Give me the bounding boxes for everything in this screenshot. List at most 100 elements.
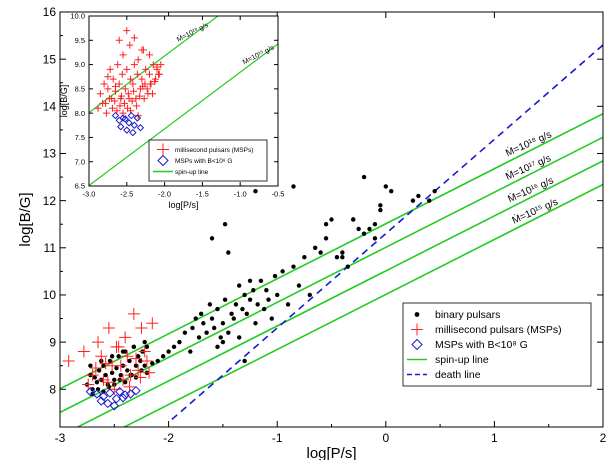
main-msp-point [132, 364, 145, 377]
main-legend-label: spin-up line [435, 354, 489, 366]
main-y-tick-label: 11 [44, 241, 57, 255]
main-msp-point [86, 369, 99, 382]
main-low-field-msp-point [98, 391, 109, 402]
main-binary-point [114, 365, 119, 371]
main-legend-dot-marker [414, 312, 420, 317]
main-msp-point [89, 362, 102, 375]
main-plot: Ṁ=10¹⁸ g/sṀ=10¹⁷ g/sṀ=10¹⁶ g/sṀ=10¹⁵ g/s… [17, 5, 607, 462]
main-binary-point [218, 335, 223, 340]
main-msp-point [99, 357, 112, 370]
main-binary-point [372, 236, 378, 241]
inset-msp-point [134, 56, 142, 64]
inset-msp-point [114, 61, 122, 69]
main-binary-point [127, 358, 132, 364]
inset-msp-point [104, 85, 112, 93]
main-binary-point [253, 321, 258, 326]
main-legend-label: death line [435, 369, 481, 381]
main-binary-point [361, 231, 367, 236]
inset-msp-point [104, 73, 112, 81]
inset-msp-point [138, 75, 146, 83]
inset-msp-point [124, 90, 132, 98]
main-binary-point [101, 389, 106, 394]
main-binary-point [334, 255, 340, 260]
main-legend-label: millisecond pulsars (MSPs) [435, 324, 562, 336]
inset-msp-point [105, 95, 113, 103]
main-binary-point [323, 222, 329, 227]
main-binary-point [269, 316, 274, 321]
main-binary-point [432, 189, 437, 194]
main-y-axis-label: log[B/G] [17, 192, 34, 246]
inset-msp-point [111, 97, 119, 105]
inset-low-field-msp-point [133, 114, 142, 122]
inset-msp-point [99, 99, 107, 107]
inset-msp-point [138, 46, 146, 54]
main-low-field-msp-point [105, 388, 115, 398]
main-binary-point [251, 288, 256, 293]
main-msp-point [146, 317, 159, 330]
main-binary-point [155, 358, 160, 364]
main-binary-point [209, 316, 215, 321]
main-binary-point [266, 297, 271, 302]
main-binary-point [116, 354, 121, 359]
main-binary-point [193, 316, 198, 321]
inset-y-tick-label: 8.0 [75, 109, 85, 118]
main-binary-point [340, 255, 345, 260]
main-binary-point [107, 358, 113, 364]
inset-msp-point [145, 51, 153, 59]
main-binary-point [109, 370, 115, 375]
main-msp-point [134, 371, 147, 384]
main-spin-up-line [122, 183, 603, 427]
inset-msp-point [155, 70, 163, 78]
inset-low-field-msp-point [127, 111, 136, 120]
main-binary-point [356, 226, 361, 232]
main-binary-point [389, 189, 394, 194]
main-binary-point [135, 354, 141, 359]
inset-msp-point [115, 36, 123, 44]
main-binary-point [240, 306, 245, 312]
inset-legend-label: spin-up line [175, 169, 209, 176]
main-y-tick-label: 13 [43, 147, 57, 161]
inset-msp-point [139, 82, 147, 90]
main-binary-point [275, 292, 280, 298]
inset-low-field-msp-point [121, 115, 129, 123]
main-legend-key [411, 323, 423, 336]
inset-x-tick-label: -1.0 [234, 190, 247, 199]
main-msp-point [130, 352, 143, 365]
inset-msp-point [116, 102, 124, 110]
main-x-axis-label: log[P/s] [306, 445, 356, 460]
main-binary-point [96, 368, 102, 373]
inset-msp-point [100, 80, 108, 88]
main-binary-point [212, 325, 217, 331]
inset-msp-point [143, 85, 151, 93]
main-low-field-msp-point [109, 401, 120, 411]
inset-data-layer [89, 16, 278, 186]
main-msp-point [82, 378, 95, 391]
inset-spin-up-line [89, 43, 278, 186]
main-binary-point [378, 207, 383, 213]
main-low-field-msp-point [85, 386, 96, 397]
main-binary-point [201, 321, 206, 326]
inset-low-field-msp-point [125, 119, 133, 127]
inset-msp-point [145, 70, 153, 78]
inset-msp-point [94, 104, 102, 112]
main-binary-point [255, 302, 260, 307]
inset-x-tick-label: -3.0 [83, 190, 96, 199]
inset-msp-point [113, 107, 121, 115]
inset-legend-label: MSPs with B<10⁸ G [175, 158, 232, 165]
inset-plot: Ṁ=10¹⁸ g/sṀ=10¹⁵ g/s-3.0 -2.5 -2.0 -1.5 -1.0… [59, 12, 284, 210]
main-binary-point [209, 236, 215, 241]
main-binary-point [323, 236, 329, 241]
inset-y-tick-label: 6.5 [75, 182, 85, 191]
main-msp-point [124, 369, 137, 382]
inset-y-tick-label: 10.0 [70, 12, 85, 21]
inset-low-field-msp-point [119, 114, 127, 122]
inset-msp-point [108, 104, 116, 112]
inset-msp-point [115, 80, 123, 88]
inset-spin-up-line [89, 16, 219, 114]
main-binary-point [383, 184, 388, 189]
inset-msp-point [153, 63, 161, 71]
main-low-field-msp-point [125, 389, 136, 399]
main-msp-point [92, 336, 105, 349]
main-binary-point [231, 316, 236, 321]
